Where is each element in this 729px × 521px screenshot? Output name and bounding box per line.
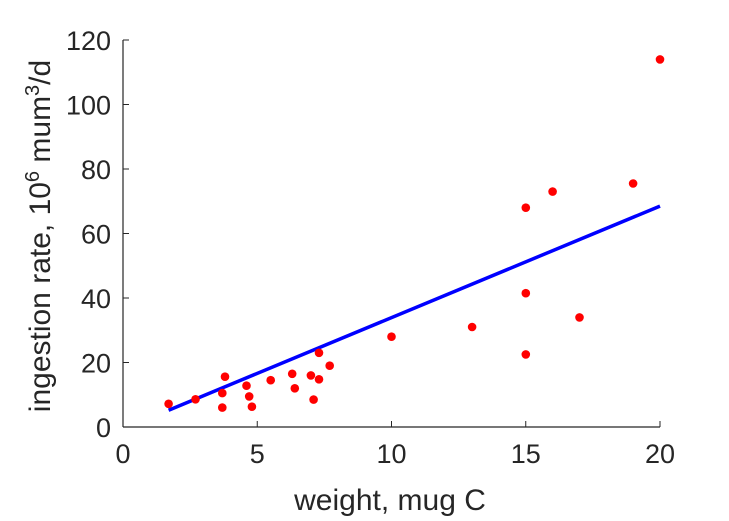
y-axis-label-middle: mum — [24, 96, 57, 171]
data-point — [575, 313, 584, 322]
x-axis-label: weight, mug C — [293, 484, 486, 517]
y-axis-label: ingestion rate, 106 mum3/d — [22, 60, 57, 412]
y-tick-label: 40 — [81, 284, 111, 314]
data-points — [164, 55, 665, 412]
data-point — [467, 322, 477, 332]
axes — [122, 40, 660, 428]
data-point — [244, 392, 254, 401]
y-tick-label: 20 — [81, 349, 111, 379]
y-tick-label: 100 — [66, 91, 111, 121]
data-point — [521, 288, 531, 298]
x-tick-label: 5 — [250, 439, 265, 469]
y-axis-label-prefix: ingestion rate, 10 — [24, 182, 57, 412]
y-tick-label: 0 — [96, 413, 111, 443]
x-tick-label: 10 — [376, 439, 406, 469]
data-point — [325, 361, 335, 371]
data-point — [218, 403, 227, 412]
data-point — [314, 375, 324, 384]
x-tick-label: 20 — [645, 439, 675, 469]
x-axis-ticks: 0 5 10 15 20 — [115, 421, 675, 469]
data-point — [290, 384, 300, 393]
y-axis-label-exponent-2: 3 — [22, 85, 44, 96]
data-point — [655, 55, 665, 64]
data-point — [191, 395, 200, 404]
data-point — [548, 187, 557, 196]
data-point — [218, 388, 227, 398]
data-point — [287, 369, 297, 379]
data-point — [309, 395, 318, 404]
y-tick-label: 80 — [81, 155, 111, 185]
x-tick-label: 15 — [511, 439, 541, 469]
data-point — [247, 402, 257, 412]
y-axis-ticks: 0 20 40 60 80 100 120 — [66, 26, 129, 443]
data-point — [306, 371, 316, 380]
data-point — [387, 332, 396, 342]
y-axis-label-exponent-1: 6 — [22, 171, 44, 182]
x-tick-label: 0 — [115, 439, 130, 469]
y-tick-label: 60 — [81, 220, 111, 250]
y-axis-label-suffix: /d — [24, 60, 57, 85]
data-point — [242, 381, 251, 391]
y-tick-label: 120 — [66, 26, 111, 56]
data-point — [220, 372, 230, 382]
fit-line-layer — [167, 204, 661, 412]
fit-line — [167, 204, 661, 412]
data-point — [164, 399, 173, 409]
data-point — [521, 350, 531, 359]
data-point — [266, 375, 276, 385]
data-point — [521, 203, 531, 212]
data-point — [314, 348, 324, 358]
data-point — [628, 179, 638, 188]
